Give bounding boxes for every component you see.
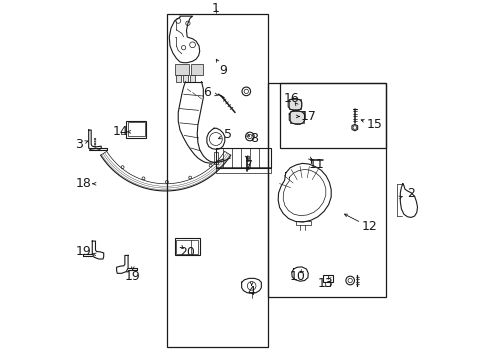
Text: 9: 9: [219, 64, 226, 77]
Bar: [183, 75, 188, 82]
Text: 19: 19: [76, 246, 92, 258]
Bar: [279, 84, 385, 148]
Bar: [267, 84, 385, 297]
Text: 13: 13: [317, 276, 332, 289]
Text: 19: 19: [124, 270, 141, 283]
Text: 7: 7: [244, 159, 252, 172]
Text: 4: 4: [247, 285, 255, 298]
Text: 10: 10: [289, 270, 305, 283]
Text: 3: 3: [75, 138, 83, 151]
Bar: [322, 275, 332, 282]
Text: 5: 5: [224, 128, 232, 141]
Bar: [191, 64, 203, 75]
Bar: [245, 156, 249, 158]
Text: 16: 16: [284, 92, 299, 105]
Bar: [215, 167, 271, 173]
Text: 12: 12: [361, 220, 376, 233]
Bar: [296, 221, 310, 225]
Bar: [126, 121, 146, 138]
Bar: [215, 148, 271, 168]
Text: 18: 18: [76, 177, 92, 190]
Text: 8: 8: [250, 132, 258, 145]
Text: 2: 2: [407, 187, 414, 200]
Bar: [127, 122, 144, 136]
Text: 11: 11: [307, 158, 324, 171]
Text: 14: 14: [113, 125, 128, 138]
Bar: [214, 152, 218, 164]
Text: 17: 17: [300, 110, 316, 123]
Bar: [176, 240, 198, 254]
Bar: [174, 238, 199, 256]
Bar: [167, 14, 267, 347]
Text: 15: 15: [366, 118, 381, 131]
Text: 6: 6: [203, 86, 210, 99]
Text: 20: 20: [179, 246, 195, 259]
Bar: [175, 75, 181, 82]
Bar: [174, 64, 188, 75]
Bar: [190, 75, 195, 82]
Text: 1: 1: [211, 3, 219, 15]
Bar: [289, 99, 300, 109]
Bar: [290, 112, 303, 123]
